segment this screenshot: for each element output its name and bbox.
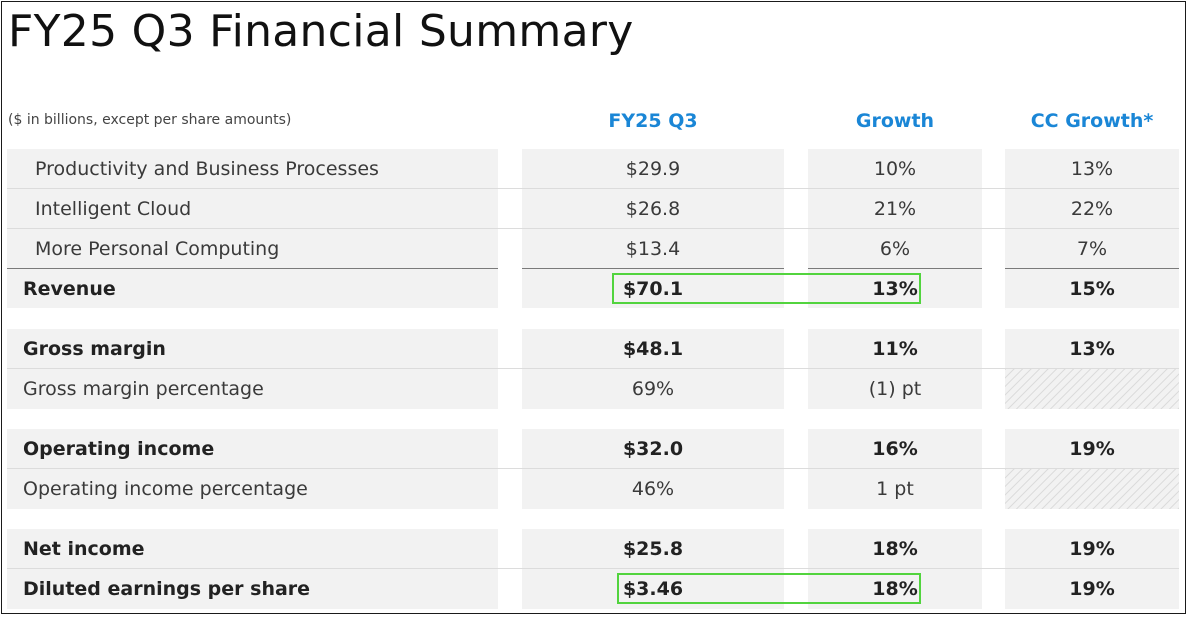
cell-computing-q3: $13.4 (522, 229, 784, 269)
cell-revenue-cc: 15% (1005, 269, 1179, 308)
column-header-cc-growth: CC Growth* (1030, 110, 1154, 132)
cell-operating-income-growth: 16% (808, 429, 982, 469)
row-label-productivity: Productivity and Business Processes (7, 149, 498, 189)
units-note: ($ in billions, except per share amounts… (8, 112, 292, 128)
cell-gross-margin-pct-q3: 69% (522, 369, 784, 409)
row-divider (7, 468, 1179, 469)
cell-operating-income-pct-growth: 1 pt (808, 469, 982, 509)
cell-operating-income-cc: 19% (1005, 429, 1179, 469)
row-divider (7, 368, 1179, 369)
subtotal-rule (7, 268, 498, 269)
cell-net-income-growth: 18% (808, 529, 982, 569)
row-divider (7, 228, 1179, 229)
cell-net-income-cc: 19% (1005, 529, 1179, 569)
row-label-intelligent-cloud: Intelligent Cloud (7, 189, 498, 229)
cell-revenue-q3: $70.1 (522, 269, 784, 308)
cell-productivity-cc: 13% (1005, 149, 1179, 189)
cell-diluted-eps-growth: 18% (808, 569, 982, 609)
row-label-gross-margin-pct: Gross margin percentage (7, 369, 498, 409)
cell-cloud-cc: 22% (1005, 189, 1179, 229)
cell-net-income-q3: $25.8 (522, 529, 784, 569)
row-label-gross-margin: Gross margin (7, 329, 498, 369)
cell-gross-margin-pct-growth: (1) pt (808, 369, 982, 409)
cell-cloud-growth: 21% (808, 189, 982, 229)
row-label-personal-computing: More Personal Computing (7, 229, 498, 269)
column-header-growth: Growth (855, 110, 935, 132)
cell-productivity-growth: 10% (808, 149, 982, 189)
cell-revenue-growth: 13% (808, 269, 982, 308)
cell-gross-margin-pct-cc-empty (1005, 369, 1179, 409)
cell-computing-growth: 6% (808, 229, 982, 269)
cell-computing-cc: 7% (1005, 229, 1179, 269)
subtotal-rule (1005, 268, 1179, 269)
row-divider (7, 568, 1179, 569)
cell-diluted-eps-q3: $3.46 (522, 569, 784, 609)
subtotal-rule (808, 268, 982, 269)
column-header-q3: FY25 Q3 (608, 110, 698, 132)
cell-gross-margin-growth: 11% (808, 329, 982, 369)
row-label-operating-income-pct: Operating income percentage (7, 469, 498, 509)
subtotal-rule (522, 268, 784, 269)
cell-gross-margin-q3: $48.1 (522, 329, 784, 369)
cell-operating-income-pct-q3: 46% (522, 469, 784, 509)
row-divider (7, 188, 1179, 189)
row-label-revenue: Revenue (7, 269, 498, 308)
page-title: FY25 Q3 Financial Summary (8, 6, 634, 57)
row-label-operating-income: Operating income (7, 429, 498, 469)
cell-operating-income-pct-cc-empty (1005, 469, 1179, 509)
cell-cloud-q3: $26.8 (522, 189, 784, 229)
row-label-diluted-eps: Diluted earnings per share (7, 569, 498, 609)
cell-gross-margin-cc: 13% (1005, 329, 1179, 369)
row-label-net-income: Net income (7, 529, 498, 569)
cell-operating-income-q3: $32.0 (522, 429, 784, 469)
cell-productivity-q3: $29.9 (522, 149, 784, 189)
cell-diluted-eps-cc: 19% (1005, 569, 1179, 609)
